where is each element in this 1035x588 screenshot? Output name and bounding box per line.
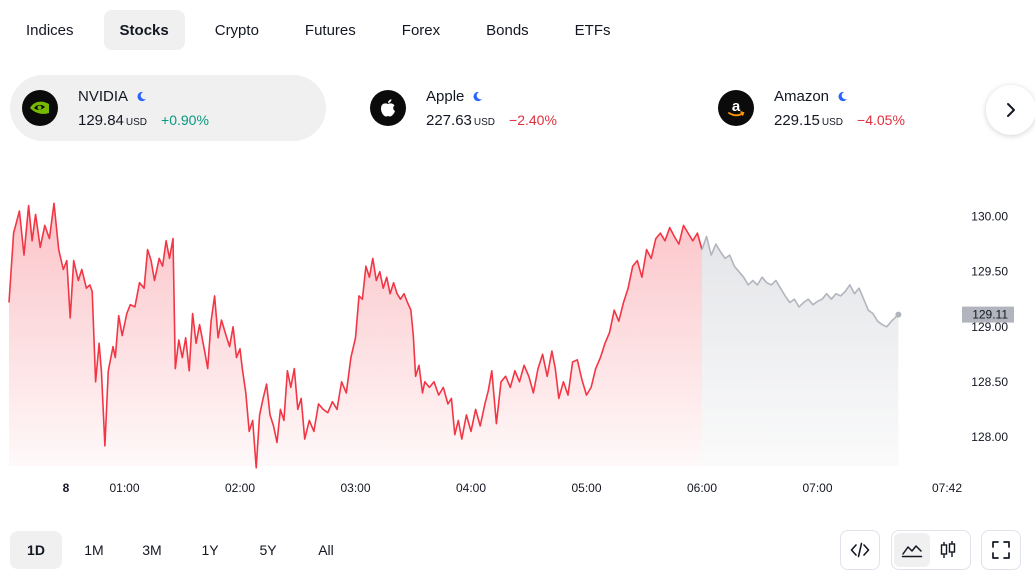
ticker-info: Apple 227.63 USD −2.40% xyxy=(426,88,557,129)
regular-session-area xyxy=(9,203,702,468)
embed-button[interactable] xyxy=(840,530,880,570)
y-tick-label: 128.50 xyxy=(971,375,1008,389)
range-1y-button[interactable]: 1Y xyxy=(201,542,219,558)
moon-icon xyxy=(837,91,848,102)
ticker-change: +0.90% xyxy=(161,111,209,128)
range-1m-button[interactable]: 1M xyxy=(84,542,104,558)
ticker-change: −2.40% xyxy=(509,111,557,128)
ticker-price: 129.84 xyxy=(78,111,124,129)
ticker-card-amazon[interactable]: a Amazon 229.15 USD −4.05% xyxy=(706,75,1022,141)
last-price-dot xyxy=(895,311,902,318)
range-5y-button[interactable]: 5Y xyxy=(259,542,277,558)
tab-indices[interactable]: Indices xyxy=(26,21,74,39)
y-tick-label: 129.00 xyxy=(971,320,1008,334)
market-tabs: Indices Stocks Crypto Futures Forex Bond… xyxy=(10,10,641,50)
x-tick-label: 01:00 xyxy=(109,481,139,495)
area-chart-icon xyxy=(901,545,923,558)
x-tick-label: 03:00 xyxy=(340,481,370,495)
code-icon xyxy=(850,542,870,558)
ticker-currency: USD xyxy=(473,116,496,128)
range-all-button[interactable]: All xyxy=(318,542,334,558)
candlestick-icon xyxy=(940,541,956,558)
range-1d-button[interactable]: 1D xyxy=(10,531,62,569)
y-tick-label: 129.50 xyxy=(971,265,1008,279)
price-chart[interactable]: 130.00 129.50 129.00 128.50 128.00 129.11 8 01:… xyxy=(0,170,1035,500)
chevron-right-icon xyxy=(1007,103,1015,117)
tab-stocks[interactable]: Stocks xyxy=(103,10,185,50)
amazon-logo-icon: a xyxy=(718,90,754,126)
candlestick-chart-button[interactable] xyxy=(930,533,966,567)
extended-session-area xyxy=(702,236,899,466)
carousel-next-button[interactable] xyxy=(986,85,1035,135)
tab-forex[interactable]: Forex xyxy=(401,21,441,39)
tab-futures[interactable]: Futures xyxy=(304,21,356,39)
ticker-info: Amazon 229.15 USD −4.05% xyxy=(774,88,905,129)
x-tick-label: 07:42 xyxy=(932,481,962,495)
x-tick-label: 07:00 xyxy=(802,481,832,495)
x-tick-label: 04:00 xyxy=(456,481,486,495)
x-tick-label: 02:00 xyxy=(225,481,255,495)
apple-logo-icon xyxy=(370,90,406,126)
fullscreen-button[interactable] xyxy=(981,530,1021,570)
x-tick-label: 06:00 xyxy=(687,481,717,495)
fullscreen-icon xyxy=(992,541,1010,559)
ticker-price: 227.63 xyxy=(426,111,472,129)
ticker-currency: USD xyxy=(821,116,844,128)
moon-icon xyxy=(136,91,147,102)
x-tick-label: 8 xyxy=(63,481,70,495)
svg-text:a: a xyxy=(732,98,741,115)
ticker-price: 229.15 xyxy=(774,111,820,129)
ticker-info: NVIDIA 129.84 USD +0.90% xyxy=(78,88,209,129)
tab-crypto[interactable]: Crypto xyxy=(214,21,259,39)
moon-icon xyxy=(472,91,483,102)
ticker-currency: USD xyxy=(125,116,148,128)
range-3m-button[interactable]: 3M xyxy=(142,542,162,558)
tab-bonds[interactable]: Bonds xyxy=(486,21,529,39)
ticker-name: Amazon xyxy=(774,87,830,105)
ticker-carousel: NVIDIA 129.84 USD +0.90% Apple xyxy=(10,75,1035,141)
ticker-change: −4.05% xyxy=(857,111,905,128)
last-price-badge xyxy=(962,306,1014,323)
ticker-name: NVIDIA xyxy=(78,87,129,105)
extended-session-line xyxy=(701,235,899,328)
regular-session-line xyxy=(8,202,703,469)
chart-style-toggle xyxy=(891,530,971,570)
last-price-label: 129.11 xyxy=(972,308,1008,322)
ticker-card-nvidia[interactable]: NVIDIA 129.84 USD +0.90% xyxy=(10,75,326,141)
y-tick-label: 128.00 xyxy=(971,430,1008,444)
nvidia-logo-icon xyxy=(22,90,58,126)
time-range-selector: 1D 1M 3M 1Y 5Y All xyxy=(10,531,358,569)
area-chart-button[interactable] xyxy=(894,533,930,567)
y-tick-label: 130.00 xyxy=(971,210,1008,224)
ticker-name: Apple xyxy=(426,87,465,105)
x-tick-label: 05:00 xyxy=(571,481,601,495)
ticker-card-apple[interactable]: Apple 227.63 USD −2.40% xyxy=(358,75,674,141)
tab-etfs[interactable]: ETFs xyxy=(574,21,611,39)
